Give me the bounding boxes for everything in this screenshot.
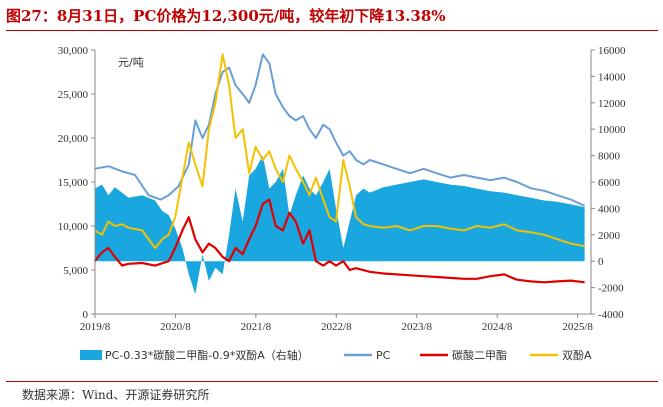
chart-svg: 0 5,000 10,000 15,000 20,000 25,000 30,000 -400… [58,45,626,362]
chart-title: 图27：8月31日，PC价格为12,300元/吨，较年初下降13.38% [6,7,446,25]
left-tick-label: 0 [83,309,89,321]
plot-area [93,53,586,295]
right-tick-label: 8000 [598,151,621,163]
left-tick-label: 30,000 [58,45,89,57]
legend-item-spread: PC-0.33*碳酸二甲酯-0.9*双酚A（右轴） [80,348,309,362]
legend-item-bpa: 双酚A [530,348,592,362]
legend-label: 双酚A [562,348,592,362]
right-tick-label: 14000 [598,71,626,83]
right-tick-label: 2000 [598,230,621,242]
left-tick-label: 10,000 [58,221,89,233]
left-tick-label: 25,000 [58,89,89,101]
legend-label: 碳酸二甲酯 [452,348,507,362]
source-note: 数据来源：Wind、开源证券研究所 [22,388,210,402]
legend: PC-0.33*碳酸二甲酯-0.9*双酚A（右轴） PC 碳酸二甲酯 双酚A [80,348,592,362]
x-tick-label: 2021/8 [241,321,272,333]
legend-item-pc: PC [344,349,391,362]
right-tick-label: 16000 [598,45,626,57]
axis-layer: 0 5,000 10,000 15,000 20,000 25,000 30,000 -400… [58,45,626,333]
series-bpa-line [94,53,585,249]
series-dmc-line [93,198,585,284]
left-tick-label: 20,000 [58,133,89,145]
x-tick-label: 2025/8 [562,321,593,333]
right-tick-label: 0 [598,256,604,268]
x-tick-label: 2024/8 [482,321,513,333]
legend-label: PC [376,349,391,362]
right-tick-label: 10000 [598,124,626,136]
legend-label: PC-0.33*碳酸二甲酯-0.9*双酚A（右轴） [105,348,309,362]
unit-label: 元/吨 [118,56,144,69]
x-tick-label: 2019/8 [80,321,111,333]
right-tick-label: -2000 [598,283,624,295]
x-tick-label: 2020/8 [160,321,191,333]
right-tick-label: 4000 [598,203,621,215]
legend-item-dmc: 碳酸二甲酯 [420,348,507,362]
right-tick-label: 12000 [598,98,626,110]
bottom-rule [6,381,658,382]
title-rule [6,30,658,31]
right-tick-label: 6000 [598,177,621,189]
left-tick-label: 5,000 [63,265,88,277]
right-tick-label: -4000 [598,309,624,321]
x-tick-label: 2022/8 [321,321,352,333]
left-tick-label: 15,000 [58,177,89,189]
series-spread-area [94,155,585,295]
series-pc-line [94,53,586,207]
x-tick-label: 2023/8 [401,321,432,333]
legend-swatch [80,350,102,360]
